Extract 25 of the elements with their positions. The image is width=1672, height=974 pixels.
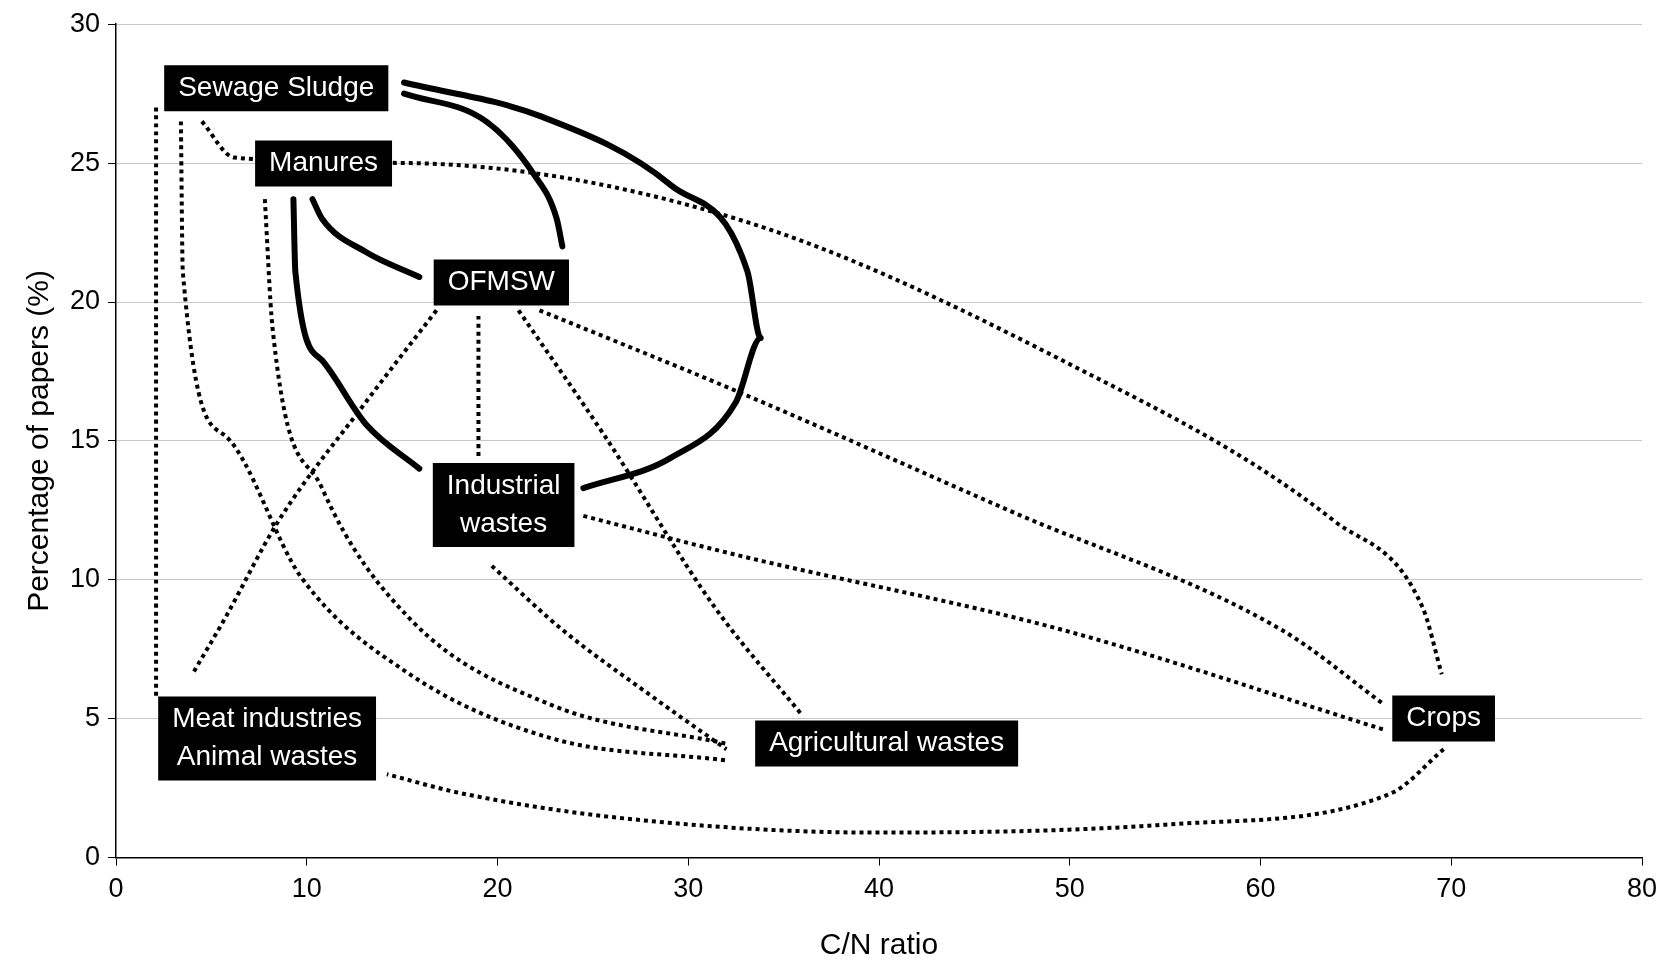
y-tick-label: 5 <box>85 702 101 733</box>
x-tick-label: 80 <box>1626 873 1658 904</box>
y-tick-label: 20 <box>69 285 101 316</box>
y-tick-label: 10 <box>69 563 101 594</box>
x-axis-title: C/N ratio <box>819 927 939 961</box>
y-tick-label: 25 <box>69 146 101 177</box>
annotation: Crops <box>1406 701 1481 733</box>
y-tick-label: 0 <box>85 841 101 872</box>
x-tick-label: 70 <box>1436 873 1467 904</box>
annotation: Sewage Sludge <box>178 71 375 103</box>
x-tick-label: 30 <box>673 873 704 904</box>
x-tick-label: 60 <box>1245 873 1276 904</box>
y-axis-title: Percentage of papers (%) <box>21 269 55 612</box>
annotation: OFMSW <box>447 265 556 297</box>
annotation: Manures <box>269 146 379 178</box>
annotation: Industrial wastes <box>446 468 561 538</box>
x-tick-label: 10 <box>291 873 322 904</box>
annotation: Meat industries Animal wastes <box>172 702 363 772</box>
x-tick-label: 40 <box>863 873 895 904</box>
annotation: Agricultural wastes <box>769 726 1005 758</box>
y-tick-label: 30 <box>69 7 101 38</box>
x-tick-label: 0 <box>108 873 124 904</box>
x-tick-label: 50 <box>1054 873 1085 904</box>
y-tick-label: 15 <box>69 424 101 455</box>
x-tick-label: 20 <box>482 873 513 904</box>
